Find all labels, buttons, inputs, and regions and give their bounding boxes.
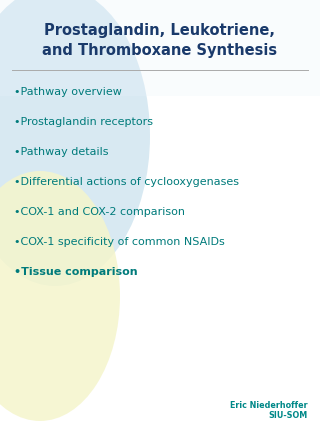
Text: •Tissue comparison: •Tissue comparison — [14, 267, 138, 277]
Text: SIU-SOM: SIU-SOM — [269, 411, 308, 420]
Ellipse shape — [0, 0, 150, 286]
Text: •COX-1 and COX-2 comparison: •COX-1 and COX-2 comparison — [14, 207, 185, 217]
Text: Prostaglandin, Leukotriene,: Prostaglandin, Leukotriene, — [44, 23, 276, 37]
Ellipse shape — [0, 171, 120, 421]
Text: Eric Niederhoffer: Eric Niederhoffer — [230, 401, 308, 411]
Text: •Prostaglandin receptors: •Prostaglandin receptors — [14, 117, 153, 127]
Text: •Pathway overview: •Pathway overview — [14, 87, 122, 97]
Bar — [0, 0, 320, 96]
Text: •Pathway details: •Pathway details — [14, 147, 108, 157]
Text: and Thromboxane Synthesis: and Thromboxane Synthesis — [43, 43, 277, 58]
Text: •COX-1 specificity of common NSAIDs: •COX-1 specificity of common NSAIDs — [14, 237, 225, 247]
Text: •Differential actions of cyclooxygenases: •Differential actions of cyclooxygenases — [14, 177, 239, 187]
